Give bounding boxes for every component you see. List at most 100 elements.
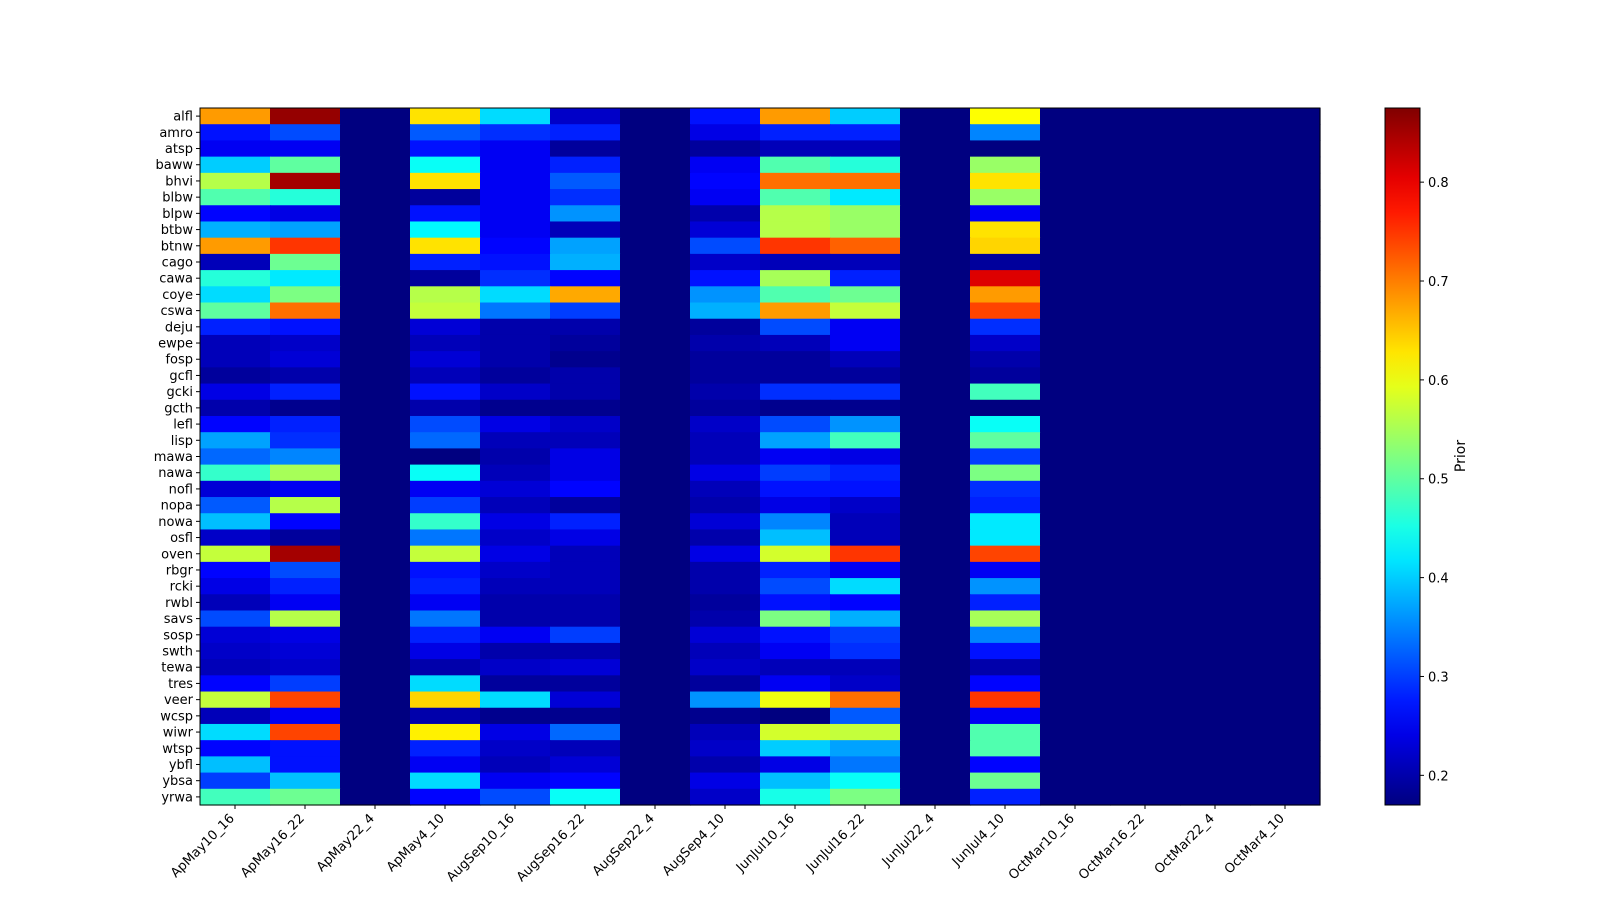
heatmap-cell: [760, 626, 831, 644]
heatmap-cell: [620, 691, 691, 709]
y-tick-label: veer: [164, 693, 194, 708]
heatmap-cell: [690, 415, 761, 433]
heatmap-cell: [270, 351, 341, 368]
colorbar-tick-label: 0.6: [1428, 374, 1449, 389]
heatmap-cell: [1110, 594, 1181, 612]
heatmap-cell: [760, 448, 831, 466]
heatmap-cell: [760, 513, 831, 531]
heatmap-cell: [550, 707, 621, 725]
colorbar-tick-label: 0.7: [1428, 275, 1449, 290]
heatmap-cell: [480, 772, 551, 790]
heatmap-cell: [480, 221, 551, 239]
heatmap-cell: [1250, 513, 1321, 531]
heatmap-cell: [830, 205, 901, 223]
heatmap-cell: [620, 318, 691, 336]
heatmap-cell: [690, 367, 761, 385]
heatmap-cell: [620, 140, 691, 158]
y-tick-label: swth: [162, 645, 193, 660]
heatmap-cell: [830, 497, 901, 514]
heatmap-cell: [1110, 578, 1181, 595]
y-tick-label: osfl: [170, 531, 193, 546]
heatmap-cell: [200, 772, 271, 790]
heatmap-cell: [340, 691, 411, 709]
heatmap-cell: [830, 432, 901, 449]
heatmap-cell: [690, 124, 761, 142]
heatmap-cell: [410, 561, 481, 579]
heatmap-cell: [1250, 189, 1321, 206]
heatmap-cell: [410, 156, 481, 174]
heatmap-cell: [760, 270, 831, 287]
heatmap-cell: [1250, 253, 1321, 271]
heatmap-cell: [1180, 399, 1251, 417]
heatmap-cell: [200, 659, 271, 676]
heatmap-cell: [410, 723, 481, 741]
heatmap-cell: [480, 140, 551, 158]
heatmap-cell: [900, 124, 971, 142]
heatmap-cell: [1180, 740, 1251, 757]
heatmap-cell: [970, 415, 1041, 433]
heatmap-cell: [340, 108, 411, 125]
heatmap-cell: [340, 270, 411, 287]
heatmap-cell: [270, 205, 341, 223]
heatmap-cell: [200, 334, 271, 352]
heatmap-cell: [550, 432, 621, 449]
heatmap-cell: [480, 659, 551, 676]
heatmap-cell: [480, 124, 551, 142]
y-tick-label: tewa: [161, 661, 193, 676]
heatmap-cell: [970, 642, 1041, 660]
heatmap-cell: [200, 513, 271, 531]
heatmap-cell: [1250, 448, 1321, 466]
heatmap-cell: [1110, 237, 1181, 255]
heatmap-cell: [1250, 659, 1321, 676]
heatmap-cell: [410, 529, 481, 547]
y-tick-label: gcth: [164, 401, 193, 416]
heatmap-cell: [690, 626, 761, 644]
y-tick-label: amro: [159, 126, 193, 141]
heatmap-cell: [480, 723, 551, 741]
heatmap-cell: [970, 464, 1041, 482]
y-tick-label: rbgr: [166, 563, 194, 578]
heatmap-cell: [550, 318, 621, 336]
heatmap-cell: [970, 707, 1041, 725]
heatmap-cell: [830, 108, 901, 125]
heatmap-cell: [1180, 334, 1251, 352]
heatmap-cell: [900, 594, 971, 612]
heatmap-cell: [690, 772, 761, 790]
heatmap-cell: [550, 561, 621, 579]
x-tick-label: JunJul16_22: [803, 811, 868, 876]
heatmap-cell: [1250, 642, 1321, 660]
y-tick-label: bhvi: [165, 174, 193, 189]
heatmap-cell: [550, 723, 621, 741]
heatmap-cell: [1250, 124, 1321, 142]
heatmap-cell: [1040, 172, 1111, 190]
heatmap-cell: [1110, 772, 1181, 790]
heatmap-cell: [1040, 642, 1111, 660]
heatmap-cell: [550, 172, 621, 190]
heatmap-cell: [1180, 140, 1251, 158]
heatmap-cell: [200, 270, 271, 287]
heatmap-cell: [1040, 383, 1111, 401]
heatmap-cell: [1110, 675, 1181, 693]
heatmap-cell: [200, 205, 271, 223]
heatmap-cell: [620, 156, 691, 174]
heatmap-cell: [270, 659, 341, 676]
heatmap-cell: [760, 253, 831, 271]
heatmap-cell: [200, 399, 271, 417]
heatmap-cell: [830, 691, 901, 709]
heatmap-cell: [690, 707, 761, 725]
heatmap-cell: [200, 286, 271, 304]
heatmap-cell: [200, 367, 271, 385]
heatmap-cell: [970, 205, 1041, 223]
heatmap-cell: [340, 415, 411, 433]
heatmap-cell: [410, 253, 481, 271]
heatmap-cell: [410, 399, 481, 417]
heatmap-cell: [830, 334, 901, 352]
heatmap-cell: [970, 399, 1041, 417]
heatmap-cell: [270, 594, 341, 612]
heatmap-cell: [620, 432, 691, 449]
heatmap-cell: [1040, 594, 1111, 612]
heatmap-cell: [270, 740, 341, 757]
x-tick-label: OctMar10_16: [1006, 811, 1078, 883]
heatmap-cell: [970, 432, 1041, 449]
heatmap-cell: [200, 464, 271, 482]
